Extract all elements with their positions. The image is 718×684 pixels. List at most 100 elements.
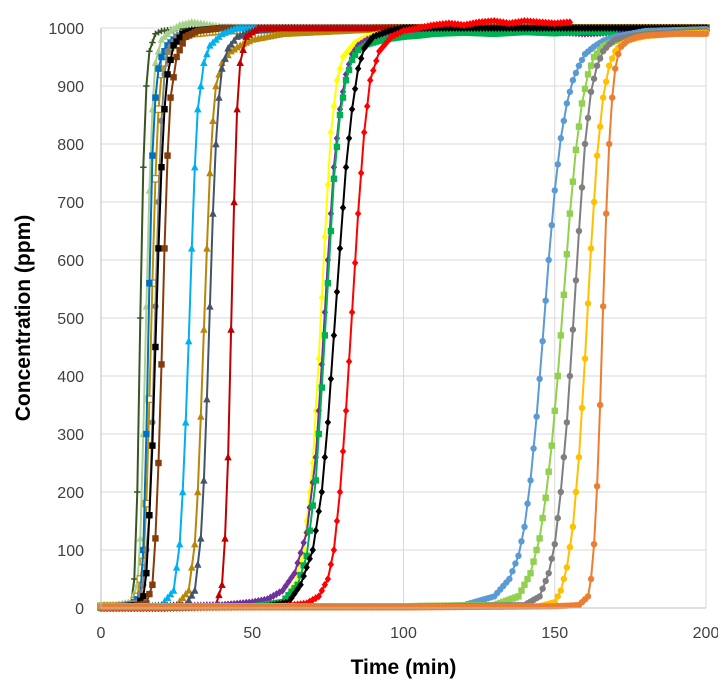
data-point xyxy=(321,580,329,589)
data-point xyxy=(224,453,232,461)
data-point xyxy=(318,384,326,391)
data-point xyxy=(533,17,540,26)
data-point xyxy=(354,209,362,218)
data-point xyxy=(593,483,601,490)
data-point xyxy=(306,554,313,563)
data-point xyxy=(578,56,586,64)
data-point xyxy=(152,94,159,101)
data-point xyxy=(146,512,153,519)
data-point xyxy=(348,308,356,317)
data-point xyxy=(146,48,153,55)
data-point xyxy=(224,44,232,52)
data-point xyxy=(357,169,365,177)
data-point xyxy=(370,66,377,75)
data-point xyxy=(188,563,196,571)
data-point xyxy=(230,45,238,53)
data-point xyxy=(170,42,177,49)
data-point xyxy=(167,56,174,64)
data-point xyxy=(542,18,549,27)
data-point xyxy=(545,570,552,577)
data-point xyxy=(548,442,555,449)
data-point xyxy=(303,563,310,572)
data-point xyxy=(602,210,610,217)
data-point xyxy=(149,39,156,46)
data-point xyxy=(227,325,235,333)
data-point xyxy=(167,94,174,101)
data-point xyxy=(351,84,359,93)
data-point xyxy=(336,244,344,253)
data-point xyxy=(551,187,558,194)
data-point xyxy=(584,300,592,307)
data-point xyxy=(354,64,362,73)
data-point xyxy=(173,53,180,61)
y-tick-label: 1000 xyxy=(48,21,84,38)
data-point xyxy=(218,64,226,72)
data-point xyxy=(587,575,595,583)
data-point xyxy=(606,140,613,148)
data-point xyxy=(327,374,335,383)
data-point xyxy=(176,47,183,54)
data-point xyxy=(357,54,365,63)
data-point xyxy=(321,453,329,462)
data-point xyxy=(518,17,525,26)
data-point xyxy=(137,597,144,604)
data-point xyxy=(563,18,571,27)
data-point xyxy=(536,375,543,383)
data-point xyxy=(545,256,552,264)
data-point xyxy=(161,106,168,113)
data-point xyxy=(360,128,368,137)
data-point xyxy=(288,588,295,595)
data-point xyxy=(191,163,199,171)
data-point xyxy=(524,575,531,583)
data-point xyxy=(515,593,522,600)
data-point xyxy=(596,55,604,62)
data-point xyxy=(348,105,356,114)
data-point xyxy=(702,30,710,37)
data-point xyxy=(536,593,543,600)
data-point xyxy=(146,280,153,287)
data-point xyxy=(351,51,359,59)
data-point xyxy=(327,560,335,569)
data-point xyxy=(572,488,580,496)
data-point xyxy=(566,210,574,217)
data-point xyxy=(548,19,555,28)
data-point xyxy=(312,477,319,484)
data-point xyxy=(527,477,534,484)
data-point xyxy=(309,502,316,509)
data-point xyxy=(194,105,202,113)
data-point xyxy=(566,372,574,380)
data-point xyxy=(569,178,577,185)
data-point xyxy=(149,152,156,159)
data-point xyxy=(612,28,619,36)
data-point xyxy=(170,74,177,81)
data-point xyxy=(173,38,180,45)
data-point xyxy=(548,555,555,562)
data-point xyxy=(590,53,598,61)
data-point xyxy=(212,81,220,90)
data-point xyxy=(587,62,595,69)
data-point xyxy=(164,152,171,159)
data-point xyxy=(609,94,616,101)
series-13 xyxy=(97,28,619,612)
x-tick-labels: 0 50 100 150 200 xyxy=(97,625,718,642)
data-point xyxy=(533,413,540,420)
data-point xyxy=(140,164,147,171)
x-tick-label: 50 xyxy=(243,625,261,642)
data-point xyxy=(321,232,329,241)
data-point xyxy=(557,18,564,27)
data-point xyxy=(530,558,537,565)
data-point xyxy=(536,535,543,542)
data-point xyxy=(518,587,525,594)
data-point xyxy=(615,50,622,58)
data-point xyxy=(542,297,549,304)
data-point xyxy=(188,244,196,252)
data-point xyxy=(569,326,577,333)
data-point xyxy=(172,22,181,31)
gridlines xyxy=(101,27,707,609)
data-point xyxy=(176,34,183,41)
data-point xyxy=(327,128,335,137)
data-point xyxy=(336,64,344,73)
y-tick-label: 700 xyxy=(57,195,84,212)
data-point xyxy=(572,277,580,284)
